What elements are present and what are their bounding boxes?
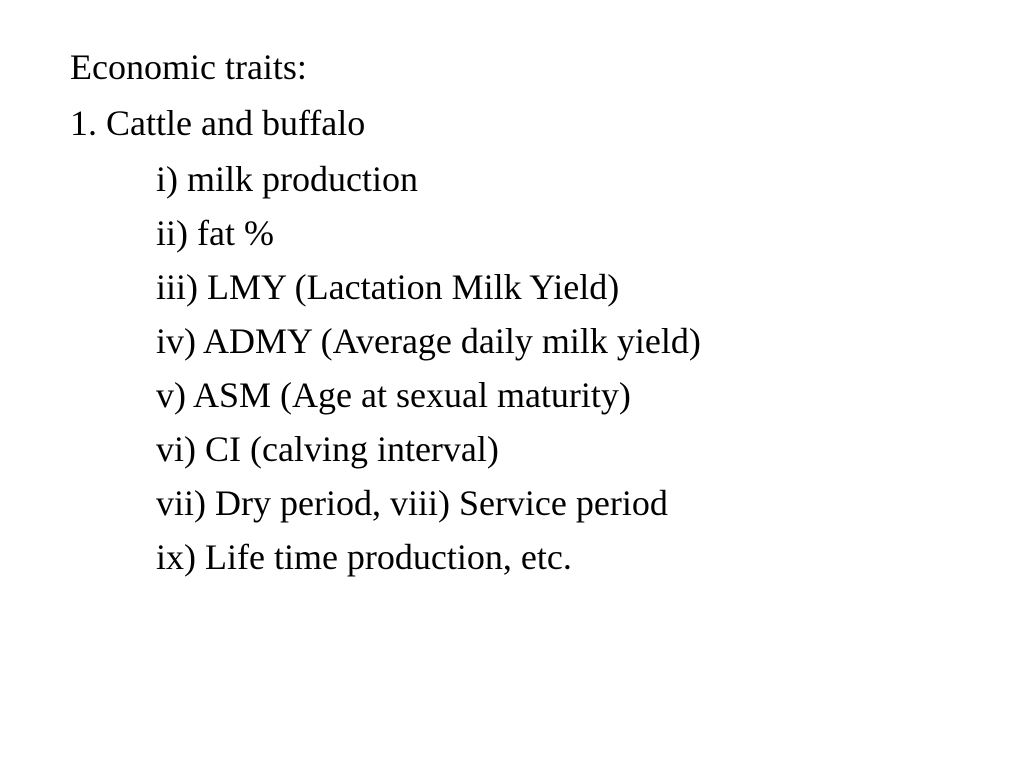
sub-list: i) milk production ii) fat % iii) LMY (L… [70, 152, 954, 584]
list-item: vi) CI (calving interval) [156, 422, 954, 476]
slide-title: Economic traits: [70, 40, 954, 94]
list-item: v) ASM (Age at sexual maturity) [156, 368, 954, 422]
list-item: iii) LMY (Lactation Milk Yield) [156, 260, 954, 314]
list-item: ix) Life time production, etc. [156, 530, 954, 584]
list-item: vii) Dry period, viii) Service period [156, 476, 954, 530]
list-item: i) milk production [156, 152, 954, 206]
slide-content: Economic traits: 1. Cattle and buffalo i… [0, 0, 1024, 768]
list-item: ii) fat % [156, 206, 954, 260]
numbered-item: 1. Cattle and buffalo [70, 96, 954, 150]
list-item: iv) ADMY (Average daily milk yield) [156, 314, 954, 368]
